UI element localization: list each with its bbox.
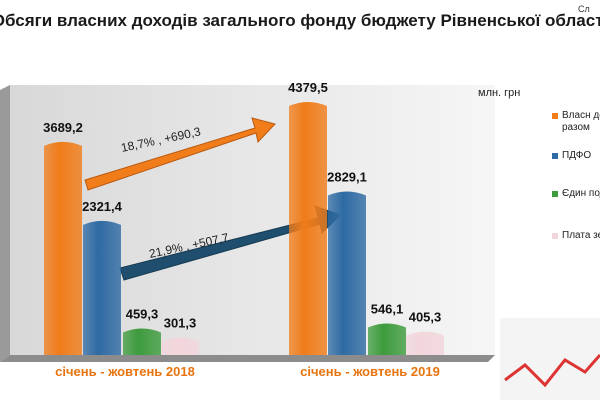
x-tick-label: січень - жовтень 2018 (55, 364, 195, 379)
legend-swatch (552, 153, 558, 159)
legend-label: Власн дохо разом (562, 110, 600, 133)
bar (406, 331, 444, 355)
data-label: 2321,4 (82, 199, 123, 214)
floor (0, 355, 495, 362)
data-label: 4379,5 (288, 80, 328, 95)
bar (161, 337, 199, 355)
data-label: 2829,1 (327, 170, 367, 185)
unit-label: млн. грн (478, 87, 520, 99)
bar (368, 323, 406, 355)
data-label: 546,1 (371, 301, 404, 316)
legend-swatch (552, 233, 558, 239)
legend-swatch (552, 191, 558, 197)
legend-label: ПДФО (562, 150, 592, 161)
corner-text: Сл (578, 4, 590, 14)
legend-label: Єдин подат (562, 188, 600, 199)
data-label: 301,3 (164, 316, 197, 331)
x-tick-label: січень - жовтень 2019 (300, 364, 440, 379)
bar (289, 101, 327, 355)
legend-swatch (552, 113, 558, 119)
axis-wall (0, 85, 10, 362)
bar (83, 220, 121, 355)
arrow (84, 117, 276, 191)
bar (44, 141, 82, 355)
bar (123, 328, 161, 355)
data-label: 3689,2 (43, 120, 83, 135)
photo-line (504, 354, 600, 388)
legend-label: Плата земл (562, 230, 600, 241)
photo (500, 318, 600, 400)
bar (328, 191, 366, 355)
data-label: 459,3 (126, 306, 159, 321)
data-label: 405,3 (409, 310, 442, 325)
chart-title: Обсяги власних доходів загального фонду … (0, 11, 600, 30)
